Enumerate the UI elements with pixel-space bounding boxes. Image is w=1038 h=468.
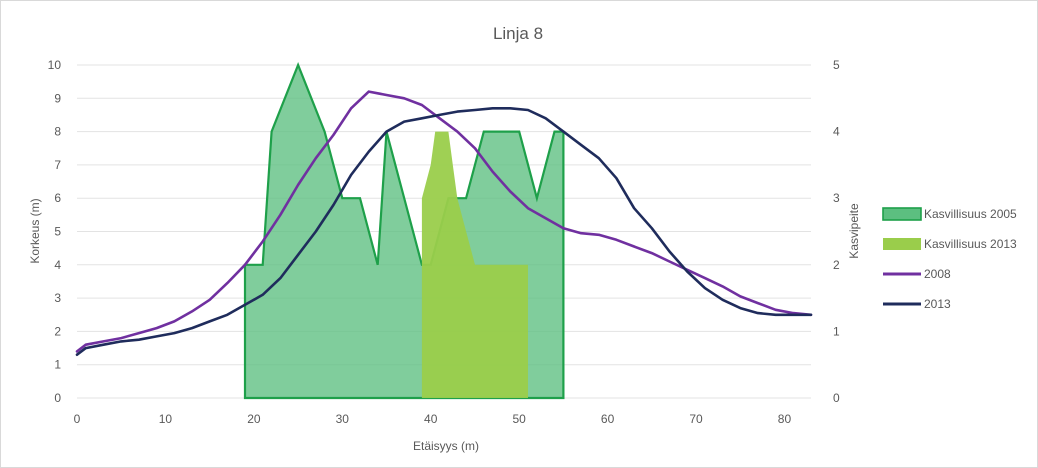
legend-swatch xyxy=(882,207,922,221)
y-tick-label: 4 xyxy=(54,258,61,272)
area-kasvillisuus-2013 xyxy=(421,131,528,398)
x-axis-title: Etäisyys (m) xyxy=(413,439,479,453)
y2-tick-label: 3 xyxy=(833,191,840,205)
y-tick-label: 1 xyxy=(54,358,61,372)
chart-title: Linja 8 xyxy=(493,24,543,43)
y-tick-label: 0 xyxy=(54,391,61,405)
x-tick-label: 0 xyxy=(74,412,81,426)
x-tick-label: 40 xyxy=(424,412,438,426)
x-tick-label: 50 xyxy=(512,412,526,426)
y-axis-title: Korkeus (m) xyxy=(28,198,42,263)
y2-tick-label: 2 xyxy=(833,258,840,272)
y2-tick-label: 4 xyxy=(833,125,840,139)
y-tick-label: 6 xyxy=(54,191,61,205)
area-series xyxy=(243,62,565,400)
line-series-2013 xyxy=(75,107,813,356)
x-tick-label: 20 xyxy=(247,412,261,426)
y2-tick-label: 0 xyxy=(833,391,840,405)
y2-tick-label: 5 xyxy=(833,58,840,72)
x-tick-label: 10 xyxy=(159,412,173,426)
y2-tick-label: 1 xyxy=(833,324,840,338)
x-tick-label: 80 xyxy=(778,412,792,426)
x-tick-label: 30 xyxy=(336,412,350,426)
y-tick-label: 10 xyxy=(48,58,62,72)
x-tick-label: 70 xyxy=(689,412,703,426)
legend-label: Kasvillisuus 2005 xyxy=(924,207,1017,221)
legend-label: Kasvillisuus 2013 xyxy=(924,237,1017,251)
y-tick-label: 3 xyxy=(54,291,61,305)
y-tick-label: 9 xyxy=(54,91,61,105)
legend: Kasvillisuus 2005 Kasvillisuus 2013 2008 20… xyxy=(882,207,1017,311)
legend-label: 2008 xyxy=(924,267,951,281)
legend-label: 2013 xyxy=(924,297,951,311)
line-series xyxy=(75,90,813,356)
x-tick-label: 60 xyxy=(601,412,615,426)
y-tick-label: 7 xyxy=(54,158,61,172)
y2-axis-title: Kasvipeite xyxy=(847,203,861,259)
y-tick-label: 5 xyxy=(54,225,61,239)
y-tick-label: 2 xyxy=(54,324,61,338)
y-tick-label: 8 xyxy=(54,125,61,139)
legend-swatch xyxy=(883,238,921,250)
